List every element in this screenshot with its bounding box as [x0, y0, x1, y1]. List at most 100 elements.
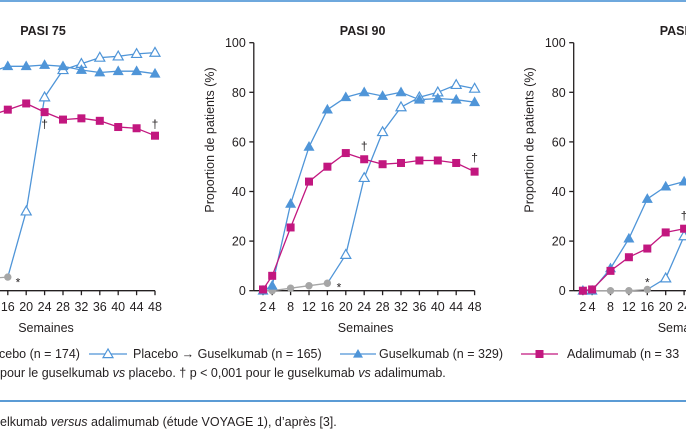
data-point-ada: [132, 124, 141, 133]
x-tick-label: 28: [56, 300, 70, 314]
annotation-asterisk: *: [16, 276, 21, 290]
data-point-gus: [678, 175, 686, 186]
chart-panel-1: PASI 75 16 20 24 28 32 36 40 44 48 Semaines * † †: [0, 24, 162, 335]
x-tick-label: 48: [468, 300, 482, 314]
data-point-ada: [305, 177, 313, 186]
x-tick-label: 20: [19, 300, 33, 314]
data-point-gus: [469, 96, 481, 107]
data-point-gus: [340, 91, 352, 102]
annotation-dagger: †: [681, 209, 686, 223]
caption-versus: versus: [50, 415, 88, 429]
data-point-switch: [659, 271, 672, 283]
footnote-text: placebo. † p < 0,001 pour le guselkumab: [125, 366, 359, 380]
legend-item-guselkumab: Guselkumab (n = 329): [379, 346, 503, 362]
y-tick-label: 100: [225, 36, 246, 50]
data-point-placebo: [625, 287, 633, 295]
y-axis-title: Proportion de patients (%): [523, 67, 537, 212]
series-line-ada: [0, 102, 156, 137]
data-point-switch: [678, 229, 686, 241]
data-point-placebo: [286, 284, 295, 292]
annotation-asterisk: *: [337, 281, 342, 295]
footnote-text: adalimumab.: [370, 366, 446, 380]
data-point-gus: [660, 180, 672, 191]
x-tick-label: 12: [622, 300, 636, 314]
data-point-switch: [130, 47, 143, 59]
data-point-ada: [661, 228, 670, 237]
chart-title: PASI: [660, 24, 686, 38]
legend-label: Placebo → Guselkumab (n = 165): [133, 347, 322, 361]
data-point-gus: [2, 60, 14, 71]
x-tick-label: 32: [394, 300, 408, 314]
data-point-gus: [131, 65, 143, 76]
series-line-ada: [262, 152, 475, 290]
data-point-gus: [641, 193, 653, 203]
chart-panel-2: PASI 902 4 8 12 16 20 24 28 32 36 40 44 48Semaines02…: [203, 24, 482, 335]
data-point-gus: [285, 198, 297, 208]
data-point-ada: [643, 244, 652, 253]
annotation-dagger: †: [41, 117, 48, 131]
data-point-gus: [623, 232, 635, 243]
y-tick-label: 60: [552, 135, 566, 149]
legend-item-placebo: cebo (n = 174): [0, 346, 80, 362]
y-tick-label: 40: [232, 185, 246, 199]
data-point-ada: [151, 131, 159, 140]
x-tick-label: 44: [130, 300, 144, 314]
data-point-ada: [378, 160, 387, 169]
y-tick-label: 0: [559, 284, 566, 298]
data-point-gus: [432, 92, 444, 103]
data-point-ada: [433, 156, 442, 165]
data-point-ada: [452, 158, 461, 167]
x-axis-title: Semaines: [338, 321, 394, 335]
data-point-switch: [358, 171, 371, 183]
data-point-ada: [360, 155, 369, 164]
data-point-gus: [377, 90, 389, 100]
data-point-placebo: [323, 279, 332, 287]
x-tick-label: 28: [376, 300, 390, 314]
x-tick-label: 40: [111, 300, 125, 314]
x-tick-label: 24: [677, 300, 686, 314]
top-rule: [0, 0, 686, 2]
x-tick-label: 24: [38, 300, 52, 314]
x-tick-label: 4: [589, 300, 596, 314]
x-tick-label: 16: [320, 300, 334, 314]
data-point-placebo: [4, 273, 12, 281]
footnote-vs: vs: [112, 366, 126, 380]
legend-label: Adalimumab (n = 33: [567, 347, 680, 361]
data-point-gus: [112, 65, 124, 76]
series-line-switch: [7, 51, 156, 278]
data-point-ada: [341, 149, 350, 158]
caption-text: elkumab: [0, 415, 51, 429]
data-point-ada: [40, 108, 49, 117]
data-point-switch: [112, 49, 125, 61]
legend-label: cebo (n = 174): [0, 347, 80, 361]
data-point-ada: [259, 285, 267, 294]
data-point-ada: [578, 286, 587, 295]
footnote: pour le guselkumab vs placebo. † p < 0,0…: [0, 365, 446, 381]
filled-triangle-icon: [353, 349, 363, 358]
x-tick-label: 36: [412, 300, 426, 314]
x-tick-label: 16: [640, 300, 654, 314]
data-point-gus: [20, 60, 32, 71]
data-point-switch: [394, 100, 408, 112]
legend-item-adalimumab: Adalimumab (n = 33: [567, 346, 679, 362]
data-point-switch: [468, 82, 481, 93]
y-tick-label: 0: [239, 284, 246, 298]
data-point-gus: [39, 59, 51, 69]
footnote-vs: vs: [358, 366, 371, 380]
y-tick-label: 20: [552, 235, 566, 249]
x-tick-label: 16: [1, 300, 15, 314]
annotation-dagger: †: [152, 117, 159, 131]
x-tick-label: 48: [148, 300, 162, 314]
x-tick-label: 32: [74, 300, 88, 314]
data-point-ada: [114, 123, 123, 132]
data-point-gus: [321, 103, 333, 114]
data-point-switch: [450, 78, 463, 90]
x-tick-label: 4: [269, 300, 276, 314]
filled-square-icon: [535, 350, 544, 358]
x-axis-title: Sema: [658, 321, 686, 335]
caption-text: adalimumab (étude VOYAGE 1), d’après [3]…: [87, 415, 337, 429]
footnote-text: pour le guselkumab: [0, 366, 113, 380]
legend-item-placebo-guselkumab: Placebo → Guselkumab (n = 165): [133, 346, 322, 362]
data-point-ada: [397, 158, 405, 167]
